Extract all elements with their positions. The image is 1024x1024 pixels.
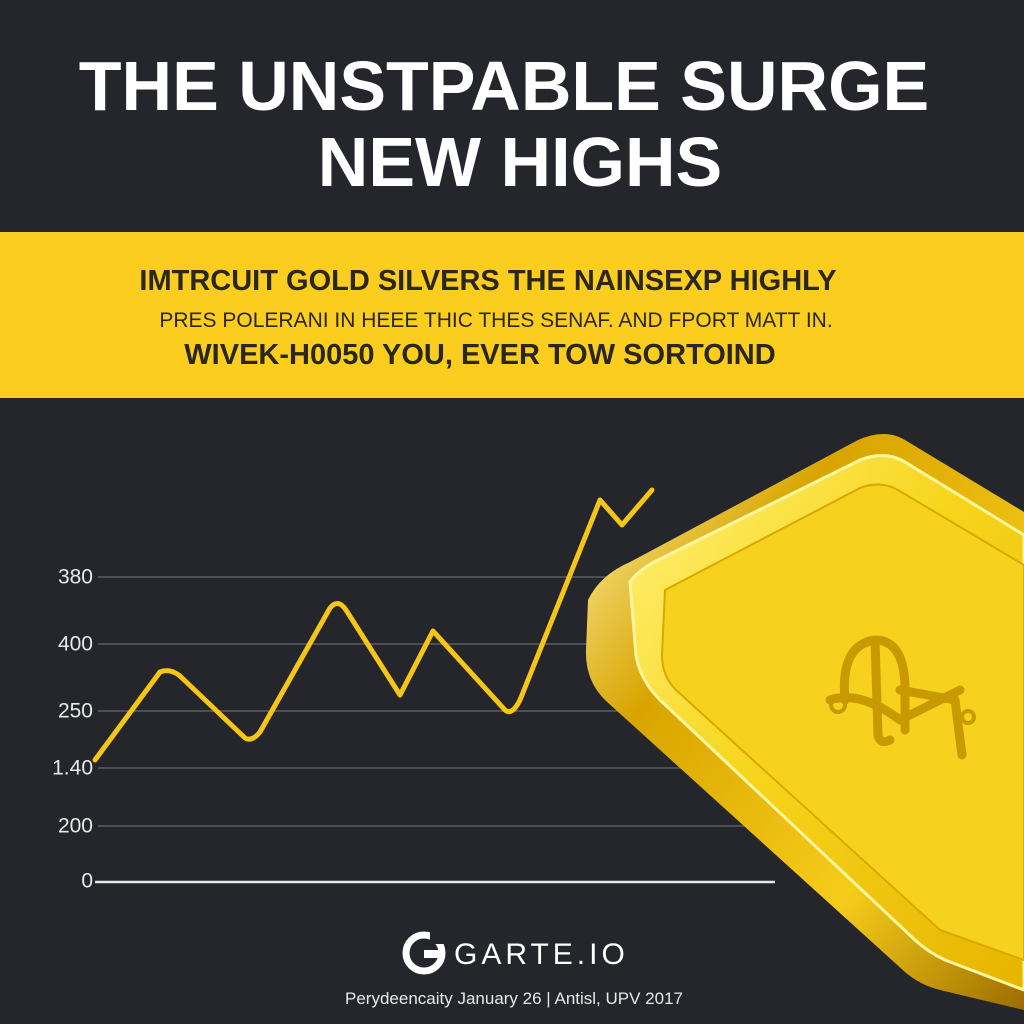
banner — [0, 232, 1024, 398]
banner-text: PRES POLERANI IN HEEE THIC THES SENAF. A… — [159, 309, 832, 332]
axis-label: 200 — [58, 815, 93, 838]
gold-bar — [585, 434, 1024, 1010]
dateline: Perydeencaity January 26 | Antisl, UPV 2… — [345, 989, 683, 1008]
chart: 380 400 250 1.40 200 0 — [52, 487, 775, 893]
axis-label: 250 — [58, 700, 93, 723]
banner-text: WIVEK-H0050 YOU, EVER TOW SORTOIND — [184, 339, 775, 371]
brand: GARTE.IO — [454, 938, 629, 971]
title: NEW HIGHS — [318, 123, 722, 201]
banner-text: IMTRCUIT GOLD SILVERS THE NAINSEXP HIGHL… — [139, 265, 836, 297]
axis-label: 1.40 — [52, 757, 93, 780]
axis-label: 380 — [58, 566, 93, 589]
axis-label: 400 — [58, 633, 93, 656]
axis-label: 0 — [81, 870, 93, 893]
logo: GARTE.IO — [402, 930, 629, 975]
title: THE UNSTPABLE SURGE — [79, 47, 929, 125]
trend-line — [92, 487, 655, 763]
